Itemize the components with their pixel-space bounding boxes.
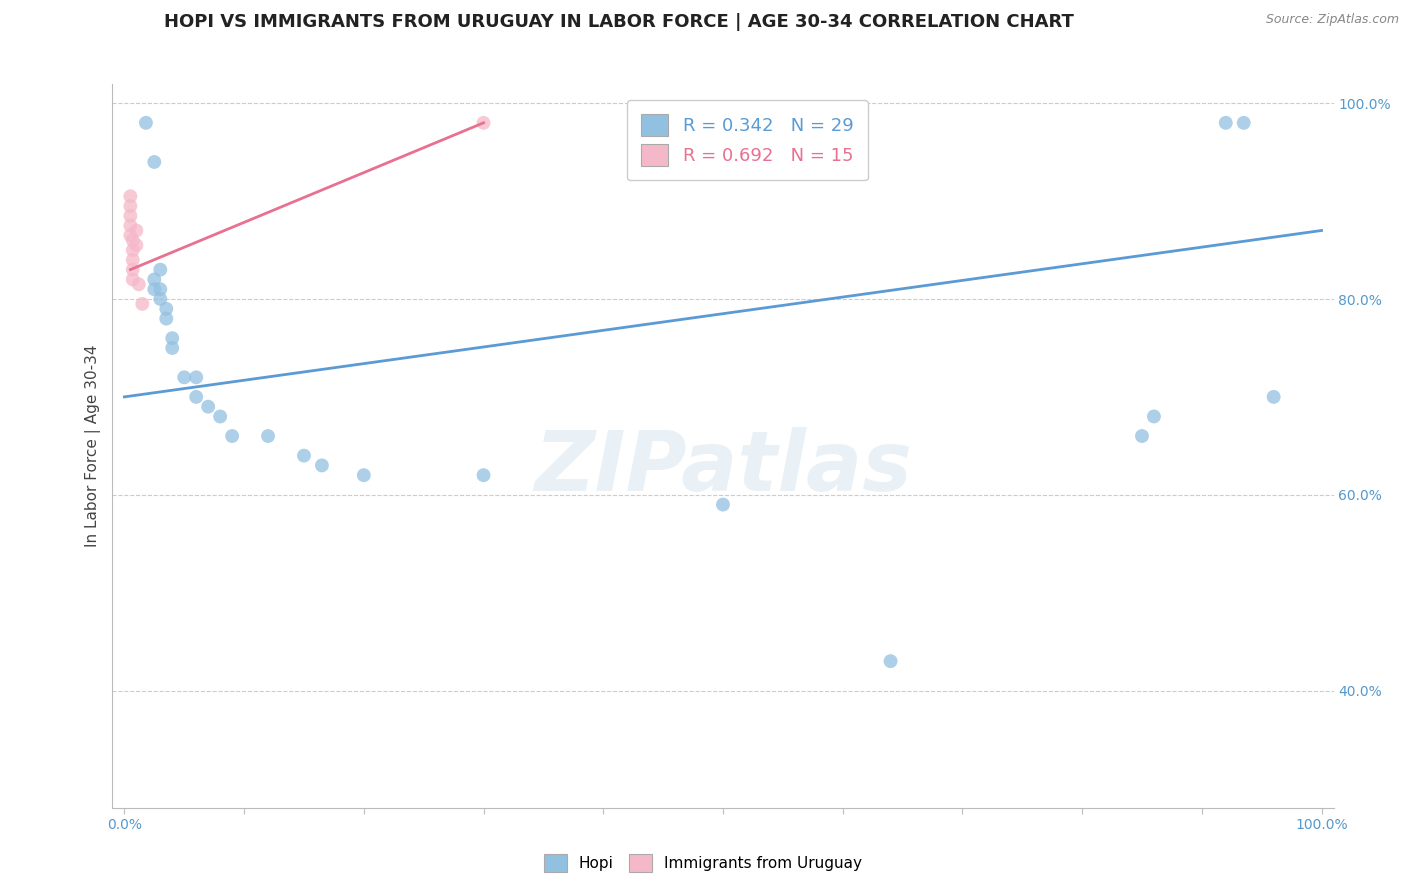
Point [472,468,495,483]
Point [120,199,142,213]
Point [155,311,177,326]
Point [879,654,901,668]
Point [125,223,148,237]
Point [143,272,166,286]
Point [128,277,150,292]
Y-axis label: In Labor Force | Age 30-34: In Labor Force | Age 30-34 [86,344,101,547]
Point [121,272,143,286]
Point [149,292,172,306]
Point [149,282,172,296]
Point [121,262,143,277]
Point [186,370,208,384]
Point [209,409,232,424]
Point [120,219,142,233]
Legend: Hopi, Immigrants from Uruguay: Hopi, Immigrants from Uruguay [536,846,870,880]
Text: Source: ZipAtlas.com: Source: ZipAtlas.com [1265,13,1399,27]
Point [257,429,280,443]
Point [135,116,157,130]
Text: HOPI VS IMMIGRANTS FROM URUGUAY IN LABOR FORCE | AGE 30-34 CORRELATION CHART: HOPI VS IMMIGRANTS FROM URUGUAY IN LABOR… [163,13,1074,31]
Point [221,429,243,443]
Point [1215,116,1237,130]
Text: ZIPatlas: ZIPatlas [534,427,912,508]
Point [120,228,142,243]
Point [1143,409,1166,424]
Point [173,370,195,384]
Point [1130,429,1153,443]
Point [121,252,143,267]
Point [472,116,495,130]
Point [121,243,143,257]
Point [353,468,375,483]
Point [125,238,148,252]
Point [149,262,172,277]
Point [1233,116,1256,130]
Point [162,331,184,345]
Point [1263,390,1285,404]
Point [155,301,177,316]
Point [121,233,143,247]
Point [120,189,142,203]
Point [143,155,166,169]
Point [120,209,142,223]
Point [131,297,153,311]
Point [197,400,219,414]
Point [711,498,734,512]
Point [311,458,333,473]
Point [186,390,208,404]
Point [143,282,166,296]
Legend: R = 0.342   N = 29, R = 0.692   N = 15: R = 0.342 N = 29, R = 0.692 N = 15 [627,100,868,180]
Point [162,341,184,355]
Point [292,449,315,463]
